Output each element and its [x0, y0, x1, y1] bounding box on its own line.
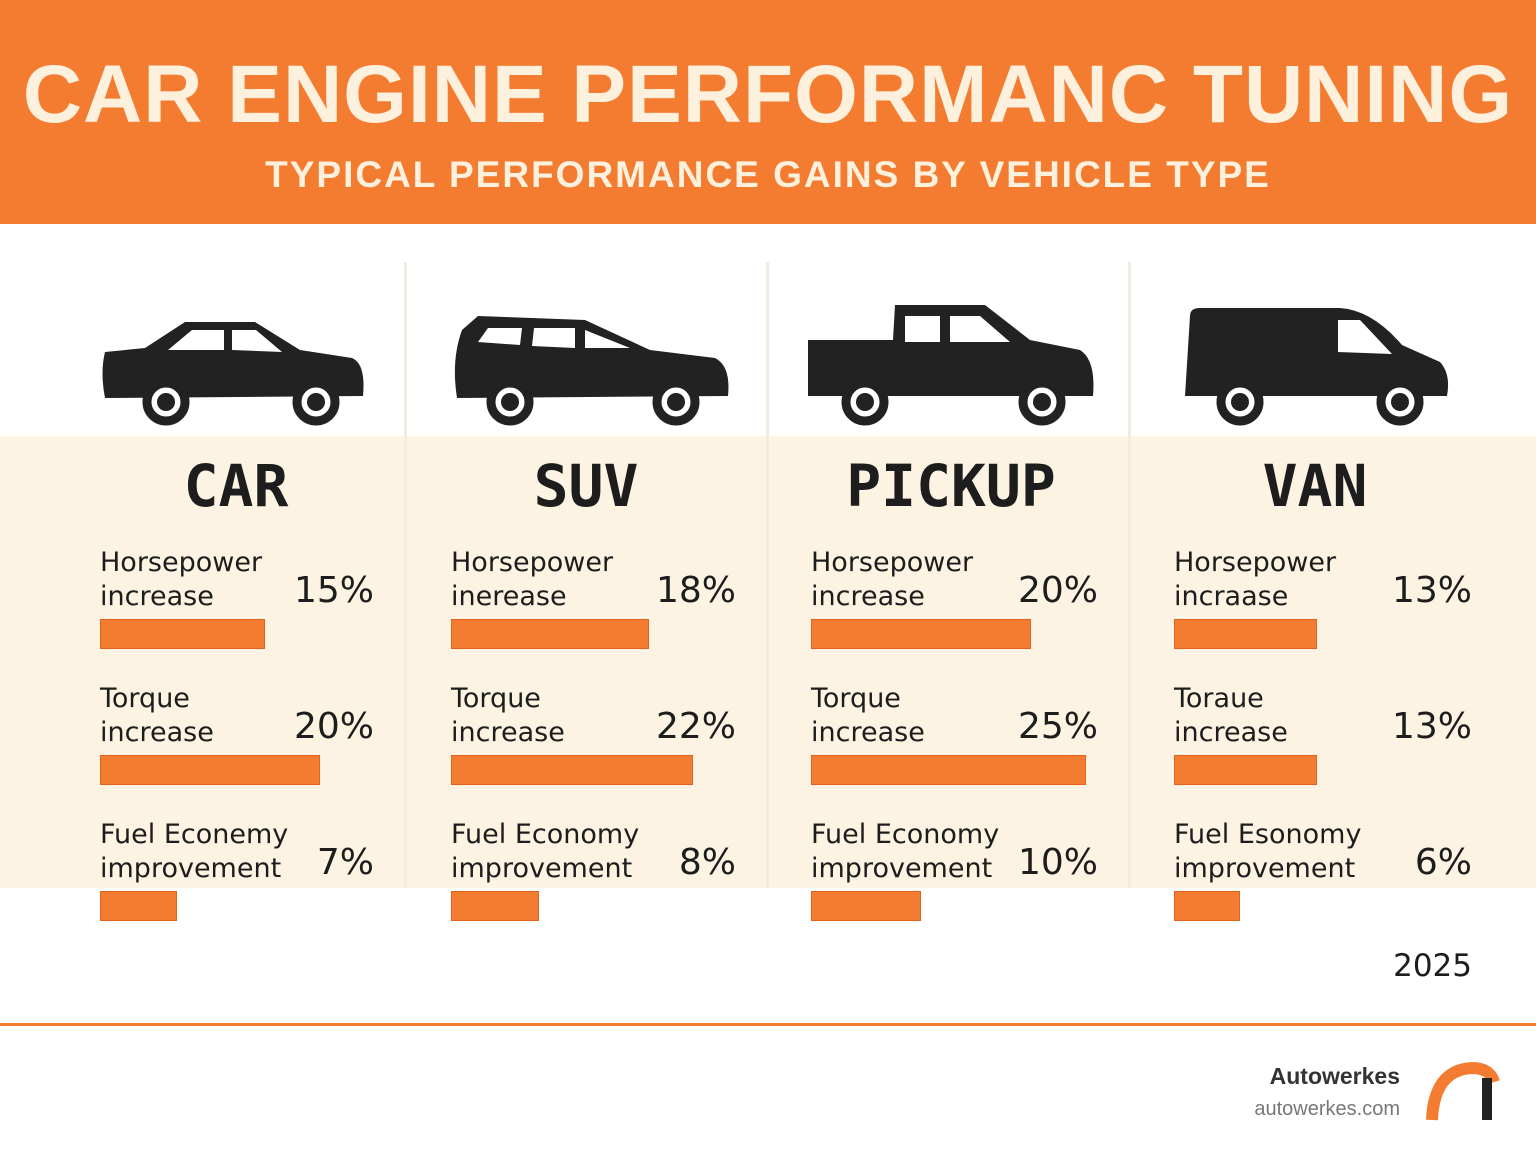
car-icon — [102, 322, 364, 426]
metric-value: 8% — [678, 842, 736, 883]
vehicle-name: VAN — [1262, 452, 1368, 520]
metric-value: 13% — [1391, 706, 1472, 747]
metric-value: 10% — [1017, 842, 1098, 883]
suv-icon — [454, 316, 729, 426]
brand-logo — [1426, 1061, 1500, 1121]
metric-label: Horsepower increase — [100, 547, 263, 612]
metric-label: Fuel Econemy improvement — [100, 819, 289, 884]
column-separator — [1128, 262, 1131, 888]
metric-label: Fuel Economy improvement — [451, 819, 640, 884]
brand-url: autowerkes.com — [1254, 1098, 1400, 1120]
metric-value: 20% — [1017, 570, 1098, 611]
metric-label: Torque increase — [451, 683, 565, 748]
footer-rule — [0, 1023, 1536, 1026]
metric-bar — [451, 891, 539, 921]
brand-name: Autowerkes — [1269, 1063, 1400, 1089]
metric-bar — [811, 619, 1031, 649]
metric-bar — [1174, 891, 1240, 921]
metric-bar — [100, 891, 177, 921]
metric-value: 18% — [655, 570, 736, 611]
column-separator — [404, 262, 407, 888]
metric-bar — [451, 619, 649, 649]
vehicle-name: SUV — [533, 452, 639, 520]
pickup-icon — [808, 305, 1094, 426]
metric-value: 13% — [1391, 570, 1472, 611]
van-icon — [1185, 308, 1449, 426]
metric-value: 25% — [1017, 706, 1098, 747]
metric-bar — [451, 755, 693, 785]
metric-label: Fuel Economy improvement — [811, 819, 1000, 884]
metric-label: Horsepower incraase — [1174, 547, 1337, 612]
metric-bar — [1174, 755, 1317, 785]
year: 2025 — [1393, 948, 1472, 984]
metric-bar — [811, 891, 921, 921]
vehicle-name: PICKUP — [846, 452, 1056, 520]
metric-label: Fuel Esonomy improvement — [1174, 819, 1362, 884]
title: CAR ENGINE PERFORMANC TUNING — [22, 49, 1514, 140]
metric-bar — [100, 619, 265, 649]
metric-value: 7% — [316, 842, 374, 883]
metric-value: 22% — [655, 706, 736, 747]
metric-bar — [1174, 619, 1317, 649]
metric-bar — [811, 755, 1086, 785]
column-separator — [766, 262, 769, 888]
metric-label: Horsepower inerease — [451, 547, 614, 612]
subtitle: TYPICAL PERFORMANCE GAINS BY VEHICLE TYP… — [265, 154, 1271, 195]
metric-label: Torque increase — [100, 683, 214, 748]
metric-label: Horsepower increase — [811, 547, 974, 612]
metric-label: Toraue increase — [1174, 683, 1288, 748]
metric-value: 20% — [293, 706, 374, 747]
metric-label: Torque increase — [811, 683, 925, 748]
vehicle-icons — [102, 305, 1449, 426]
metric-value: 6% — [1414, 842, 1472, 883]
vehicle-name: CAR — [183, 452, 289, 520]
header-banner — [0, 0, 1536, 224]
metric-value: 15% — [293, 570, 374, 611]
metric-bar — [100, 755, 320, 785]
